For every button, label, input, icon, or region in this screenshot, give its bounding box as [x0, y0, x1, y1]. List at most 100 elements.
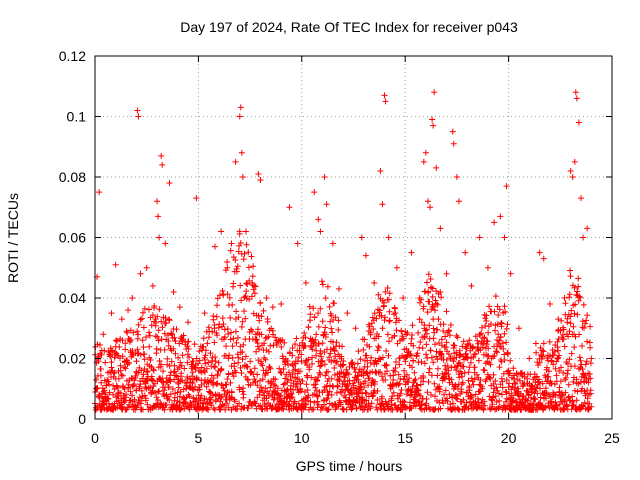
data-point	[385, 234, 392, 241]
data-point	[546, 301, 553, 308]
y-tick-label: 0.06	[59, 230, 86, 246]
data-point	[155, 213, 162, 220]
data-point	[135, 113, 142, 120]
grid-lines	[95, 56, 612, 419]
data-point	[393, 264, 400, 271]
data-point	[224, 264, 231, 271]
data-point	[112, 261, 119, 268]
x-tick-labels: 0 5 10 15 20 25	[91, 430, 620, 446]
data-point	[584, 225, 591, 232]
data-point	[571, 158, 578, 165]
data-point	[269, 304, 276, 311]
y-axis-label: ROTI / TECUs	[5, 193, 21, 283]
data-point	[455, 198, 462, 205]
data-point	[329, 240, 336, 247]
x-tick-label: 5	[195, 430, 203, 446]
data-point	[476, 234, 483, 241]
data-point	[218, 228, 225, 235]
data-point	[294, 240, 301, 247]
data-point	[588, 355, 595, 362]
data-point	[143, 264, 150, 271]
y-tick-label: 0.12	[59, 48, 86, 64]
data-point	[400, 295, 407, 301]
data-point	[154, 198, 161, 205]
data-point	[129, 295, 136, 301]
data-point	[118, 316, 125, 323]
data-point	[580, 234, 587, 241]
data-point	[575, 119, 582, 126]
data-point	[170, 288, 177, 295]
data-point	[491, 219, 498, 226]
x-axis-label: GPS time / hours	[296, 458, 403, 474]
data-point	[311, 189, 318, 196]
data-point	[239, 174, 246, 180]
data-point	[462, 249, 469, 256]
x-tick-label: 0	[91, 430, 99, 446]
data-point	[371, 279, 378, 286]
data-point	[149, 282, 156, 289]
data-point	[236, 113, 243, 120]
data-point	[344, 310, 351, 317]
data-point	[286, 204, 293, 211]
data-point	[561, 295, 568, 301]
data-point	[450, 140, 457, 147]
data-point	[232, 158, 239, 165]
data-point	[323, 201, 330, 208]
data-point	[185, 319, 192, 326]
data-points-background	[91, 228, 595, 413]
data-point	[526, 355, 533, 362]
data-point	[159, 161, 166, 168]
y-tick-labels: 0 0.02 0.04 0.06 0.08 0.1 0.12	[59, 48, 86, 427]
y-tick-label: 0.1	[67, 109, 87, 125]
data-point	[96, 189, 103, 196]
data-point	[381, 92, 388, 99]
data-point	[321, 174, 328, 180]
data-point	[257, 177, 264, 184]
y-tick-label: 0	[78, 411, 86, 427]
data-point	[100, 331, 107, 338]
data-point	[515, 325, 522, 332]
data-point	[137, 270, 144, 277]
data-point	[420, 158, 427, 165]
data-point	[377, 167, 384, 174]
data-point	[352, 325, 359, 332]
data-points	[94, 89, 595, 362]
data-point	[453, 174, 460, 180]
x-tick-label: 15	[397, 430, 413, 446]
x-tick-label: 10	[294, 430, 310, 446]
data-point	[555, 316, 562, 323]
data-point	[237, 104, 244, 111]
data-point	[497, 213, 504, 220]
data-point	[176, 304, 183, 311]
data-point	[263, 295, 270, 301]
data-point	[278, 301, 285, 308]
data-point	[422, 149, 429, 156]
data-point	[468, 282, 475, 289]
data-point	[503, 183, 510, 190]
data-point	[134, 107, 141, 114]
data-point	[125, 307, 132, 314]
data-point	[569, 174, 576, 180]
data-point	[573, 95, 580, 102]
data-point	[315, 216, 322, 223]
y-tick-label: 0.04	[59, 290, 86, 306]
y-tick-label: 0.08	[59, 169, 86, 185]
data-point	[540, 255, 547, 262]
data-points-dense	[91, 228, 595, 413]
data-point	[362, 252, 369, 259]
data-point	[416, 295, 423, 301]
data-point	[424, 198, 431, 205]
data-point	[228, 240, 235, 247]
data-point	[449, 128, 456, 135]
data-point	[249, 279, 256, 286]
x-tick-label: 25	[604, 430, 620, 446]
data-point	[536, 249, 543, 256]
data-point	[211, 243, 218, 250]
data-point	[166, 180, 173, 187]
data-point	[255, 170, 262, 177]
data-point	[501, 234, 508, 241]
data-point	[302, 279, 309, 286]
chart-title: Day 197 of 2024, Rate Of TEC Index for r…	[180, 19, 518, 35]
data-point	[158, 152, 165, 159]
